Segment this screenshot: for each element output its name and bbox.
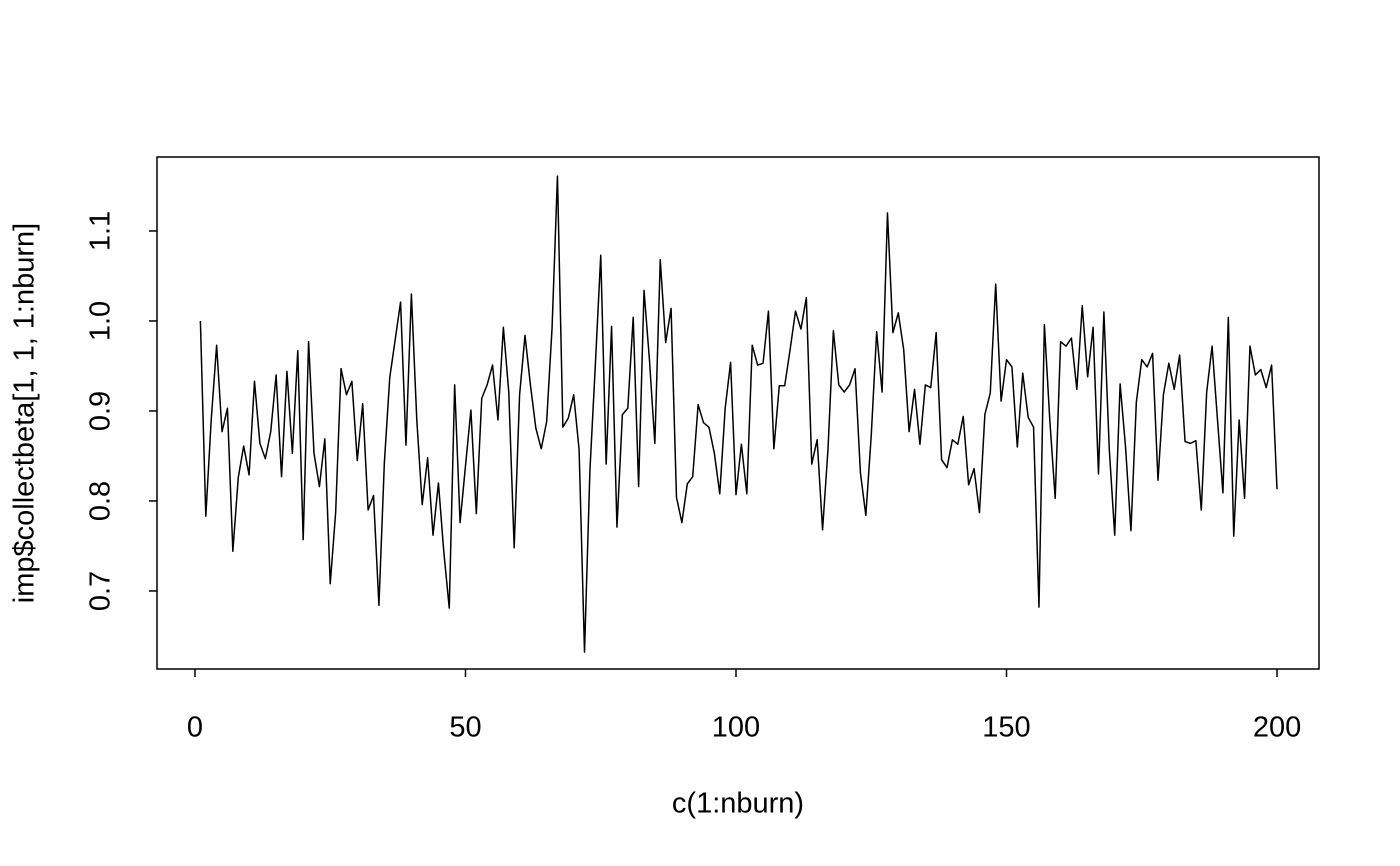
x-tick-label: 100 [712,712,760,744]
x-axis-label: c(1:nburn) [672,788,804,820]
y-tick-label: 1.1 [85,211,117,251]
y-tick-label: 0.8 [85,481,117,521]
x-tick-label: 50 [449,712,481,744]
plot-box [156,156,1320,670]
x-tick-label: 200 [1253,712,1301,744]
x-tick-label: 0 [187,712,203,744]
data-line [199,175,1278,653]
x-tick-label: 150 [982,712,1030,744]
y-tick-label: 0.9 [85,391,117,431]
y-axis-label: imp$collectbeta[1, 1, 1:nburn] [9,223,41,603]
y-tick-label: 0.7 [85,571,117,611]
y-tick-label: 1.0 [85,301,117,341]
